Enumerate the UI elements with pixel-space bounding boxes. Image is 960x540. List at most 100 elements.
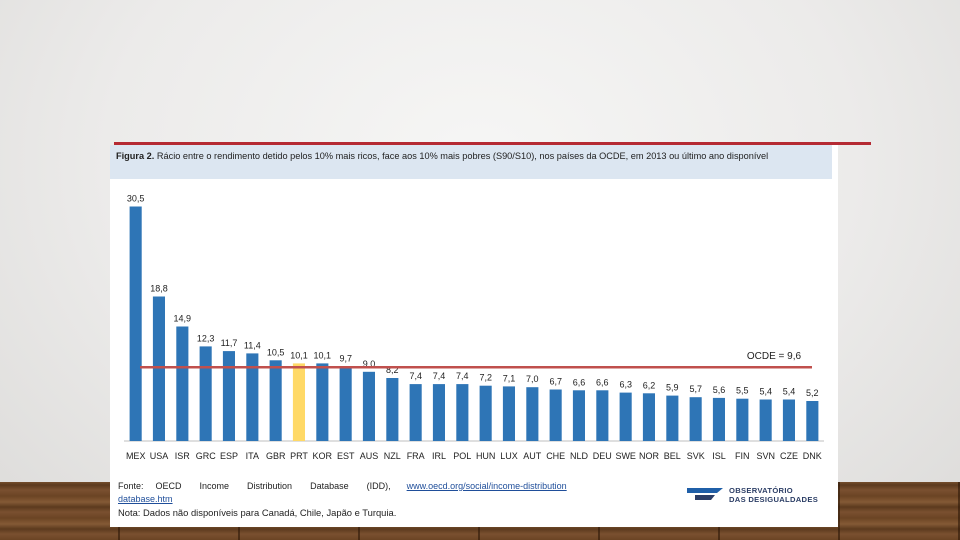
category-label-aus: AUS — [360, 451, 379, 461]
bar-usa — [152, 296, 165, 441]
category-label-deu: DEU — [593, 451, 612, 461]
logo-mark-icon — [687, 488, 723, 500]
figure-caption: Figura 2. Rácio entre o rendimento detid… — [110, 145, 832, 179]
bar-bel — [666, 395, 679, 441]
category-label-nzl: NZL — [384, 451, 401, 461]
bar-gbr — [269, 360, 282, 441]
logo-text: OBSERVATÓRIO DAS DESIGUALDADES — [729, 486, 818, 504]
bar-isl — [712, 397, 725, 441]
bar-irl — [432, 384, 445, 441]
category-label-nld: NLD — [570, 451, 589, 461]
bar-nzl — [386, 378, 399, 441]
source-line: Fonte: OECD Income Distribution Database… — [118, 480, 588, 493]
value-label-kor: 10,1 — [314, 350, 332, 360]
bar-nor — [642, 393, 655, 441]
value-label-nzl: 8,2 — [386, 365, 399, 375]
value-label-isr: 14,9 — [174, 314, 192, 324]
value-label-deu: 6,6 — [596, 377, 609, 387]
bar-lux — [502, 386, 515, 441]
bar-fin — [736, 398, 749, 441]
bar-svk — [689, 397, 702, 441]
value-label-mex: 30,5 — [127, 194, 145, 204]
category-label-fin: FIN — [735, 451, 750, 461]
caption-text: Rácio entre o rendimento detido pelos 10… — [156, 151, 769, 161]
category-label-mex: MEX — [126, 451, 146, 461]
bar-che — [549, 389, 562, 441]
category-label-isr: ISR — [175, 451, 191, 461]
oecd-average-label: OCDE = 9,6 — [747, 351, 802, 362]
category-label-aut: AUT — [523, 451, 542, 461]
value-label-dnk: 5,2 — [806, 388, 819, 398]
value-label-usa: 18,8 — [150, 284, 168, 294]
category-label-kor: KOR — [313, 451, 333, 461]
category-label-esp: ESP — [220, 451, 238, 461]
logo-line-2: DAS DESIGUALDADES — [729, 495, 819, 504]
category-label-ita: ITA — [246, 451, 259, 461]
title-divider-line — [114, 142, 871, 145]
value-label-irl: 7,4 — [433, 371, 446, 381]
value-label-pol: 7,4 — [456, 371, 469, 381]
bar-pol — [456, 384, 469, 441]
bar-prt — [292, 363, 305, 441]
value-label-svn: 5,4 — [759, 387, 772, 397]
value-label-aus: 9,0 — [363, 359, 376, 369]
category-label-gbr: GBR — [266, 451, 286, 461]
value-label-est: 9,7 — [339, 353, 352, 363]
category-label-est: EST — [337, 451, 355, 461]
bar-isr — [176, 326, 189, 441]
source-link[interactable]: www.oecd.org/social/income-distribution — [406, 481, 567, 491]
value-label-nld: 6,6 — [573, 377, 586, 387]
category-label-che: CHE — [546, 451, 565, 461]
source-prefix: Fonte: — [118, 481, 144, 491]
source-link-continued[interactable]: database.htm — [118, 494, 173, 504]
bar-mex — [129, 206, 142, 441]
bar-esp — [222, 351, 235, 441]
bar-hun — [479, 385, 492, 441]
source-notes: Fonte: OECD Income Distribution Database… — [118, 480, 588, 519]
category-label-lux: LUX — [500, 451, 518, 461]
bar-kor — [316, 363, 329, 441]
bar-svn — [759, 399, 772, 441]
category-label-usa: USA — [150, 451, 169, 461]
value-label-fin: 5,5 — [736, 386, 749, 396]
category-label-irl: IRL — [432, 451, 446, 461]
bar-aut — [526, 387, 539, 441]
source-note: Nota: Dados não disponíveis para Canadá,… — [118, 507, 397, 518]
bar-ita — [246, 353, 259, 441]
category-label-grc: GRC — [196, 451, 217, 461]
category-label-isl: ISL — [712, 451, 726, 461]
category-label-svn: SVN — [756, 451, 775, 461]
bar-deu — [596, 390, 609, 441]
bar-aus — [362, 371, 375, 441]
value-label-esp: 11,7 — [221, 338, 238, 348]
bar-dnk — [806, 401, 819, 441]
category-label-swe: SWE — [615, 451, 636, 461]
value-label-prt: 10,1 — [290, 350, 308, 360]
source-word: Income — [199, 481, 230, 491]
category-label-prt: PRT — [290, 451, 308, 461]
observatorio-logo: OBSERVATÓRIO DAS DESIGUALDADES — [685, 484, 835, 510]
source-word: OECD — [155, 481, 182, 491]
value-label-cze: 5,4 — [783, 387, 796, 397]
value-label-gbr: 10,5 — [267, 347, 285, 357]
category-label-nor: NOR — [639, 451, 660, 461]
source-word: (IDD), — [366, 481, 391, 491]
value-label-swe: 6,3 — [619, 380, 632, 390]
bar-cze — [782, 399, 795, 441]
value-label-aut: 7,0 — [526, 374, 539, 384]
figure-panel: Figura 2. Rácio entre o rendimento detid… — [110, 145, 838, 527]
category-label-fra: FRA — [407, 451, 425, 461]
value-label-hun: 7,2 — [479, 373, 492, 383]
category-label-bel: BEL — [664, 451, 681, 461]
category-label-dnk: DNK — [803, 451, 822, 461]
logo-line-1: OBSERVATÓRIO — [729, 486, 793, 495]
value-label-grc: 12,3 — [197, 333, 215, 343]
bar-swe — [619, 392, 632, 441]
category-label-hun: HUN — [476, 451, 496, 461]
bar-fra — [409, 384, 422, 441]
value-label-svk: 5,7 — [689, 384, 702, 394]
category-label-cze: CZE — [780, 451, 798, 461]
category-label-pol: POL — [453, 451, 471, 461]
source-word: Distribution — [247, 481, 293, 491]
value-label-isl: 5,6 — [713, 385, 726, 395]
